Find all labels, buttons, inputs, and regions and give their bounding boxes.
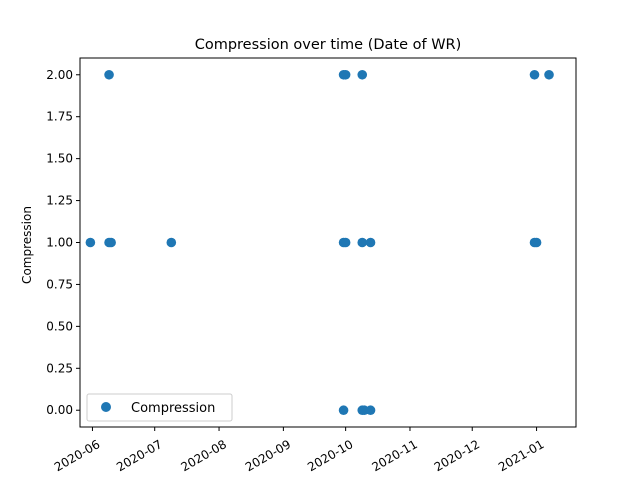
y-tick-label: 0.00 (46, 403, 73, 417)
y-tick-label: 1.50 (46, 152, 73, 166)
y-tick-label: 0.50 (46, 319, 73, 333)
x-tick-label: 2020-08 (179, 437, 229, 474)
y-axis-ticks: 0.00 0.25 0.50 0.75 1.00 1.25 1.50 1.75 2.00 (46, 68, 80, 417)
x-tick-label: 2020-09 (243, 437, 293, 474)
data-point (340, 237, 351, 248)
x-tick-label: 2020-11 (369, 437, 419, 474)
chart-title: Compression over time (Date of WR) (195, 37, 462, 53)
plot-frame (79, 57, 577, 428)
x-axis-ticks: 2020-06 2020-07 2020-08 2020-09 2020-10 2020-… (52, 427, 546, 474)
x-tick-label: 2020-12 (432, 437, 482, 474)
y-tick-label: 1.25 (46, 194, 73, 208)
legend-box (86, 393, 233, 422)
data-point (85, 237, 96, 248)
data-point (365, 237, 376, 248)
y-axis-label: Compression (20, 206, 34, 284)
data-point (104, 69, 114, 80)
y-tick-label: 2.00 (46, 68, 73, 82)
legend: Compression (86, 393, 233, 422)
data-point (365, 405, 376, 416)
plot-points (85, 69, 554, 416)
y-tick-label: 1.00 (46, 236, 73, 250)
x-tick-label: 2020-06 (52, 437, 102, 474)
data-point (338, 405, 349, 416)
data-point (166, 237, 177, 248)
y-tick-label: 0.25 (46, 361, 73, 375)
data-point (531, 237, 542, 248)
data-point (544, 69, 554, 80)
legend-label-compression: Compression (131, 401, 215, 416)
x-tick-label: 2020-10 (305, 437, 355, 474)
y-tick-label: 1.75 (46, 110, 73, 124)
data-point (357, 69, 368, 80)
legend-marker (101, 402, 111, 412)
data-point (106, 237, 116, 248)
y-tick-label: 0.75 (46, 277, 73, 291)
x-tick-label: 2021-01 (496, 437, 546, 474)
data-point (357, 237, 368, 248)
data-point (529, 69, 540, 80)
data-point (340, 69, 351, 80)
x-tick-label: 2020-07 (114, 437, 164, 474)
